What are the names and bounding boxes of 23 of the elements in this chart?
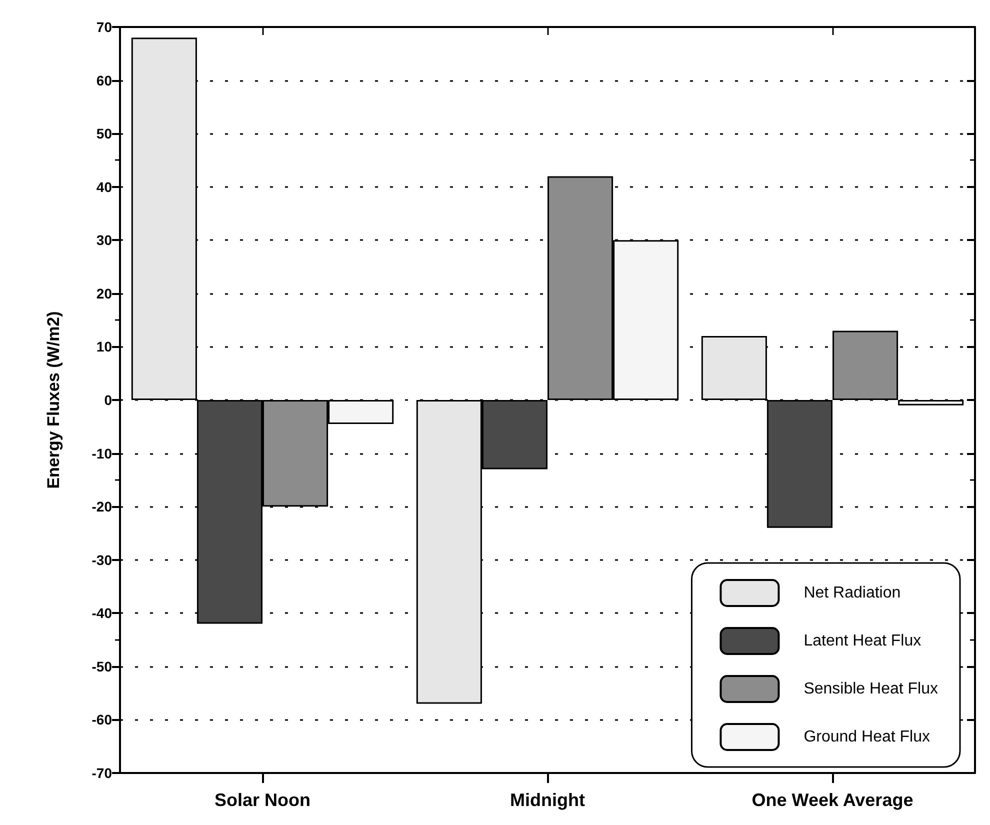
y-tick-label: -10: [92, 445, 112, 462]
y-tick-label: -30: [92, 552, 112, 568]
legend-label: Ground Heat Flux: [804, 728, 930, 746]
y-tick-label: 0: [104, 392, 112, 408]
y-tick-label: -20: [92, 498, 112, 515]
y-tick-label: -40: [92, 605, 112, 622]
x-tick-label: One Week Average: [752, 790, 914, 810]
y-tick-label: 30: [96, 232, 112, 248]
y-tick-label: 70: [96, 19, 112, 35]
y-tick-label: -50: [92, 658, 112, 674]
legend-label: Sensible Heat Flux: [804, 680, 938, 698]
x-tick-label: Midnight: [510, 790, 585, 810]
y-tick-label: 10: [96, 338, 112, 355]
y-tick-label: -70: [92, 765, 112, 781]
legend-label: Net Radiation: [804, 584, 901, 602]
y-axis-title: Energy Fluxes (W/m2): [44, 311, 63, 489]
y-tick-label: 50: [96, 126, 112, 142]
legend-label: Latent Heat Flux: [804, 632, 922, 650]
y-tick-label: 40: [96, 178, 112, 195]
y-tick-label: -60: [92, 712, 112, 728]
x-tick-label: Solar Noon: [214, 790, 311, 810]
y-tick-label: 20: [96, 285, 112, 302]
y-tick-label: 60: [96, 72, 112, 88]
